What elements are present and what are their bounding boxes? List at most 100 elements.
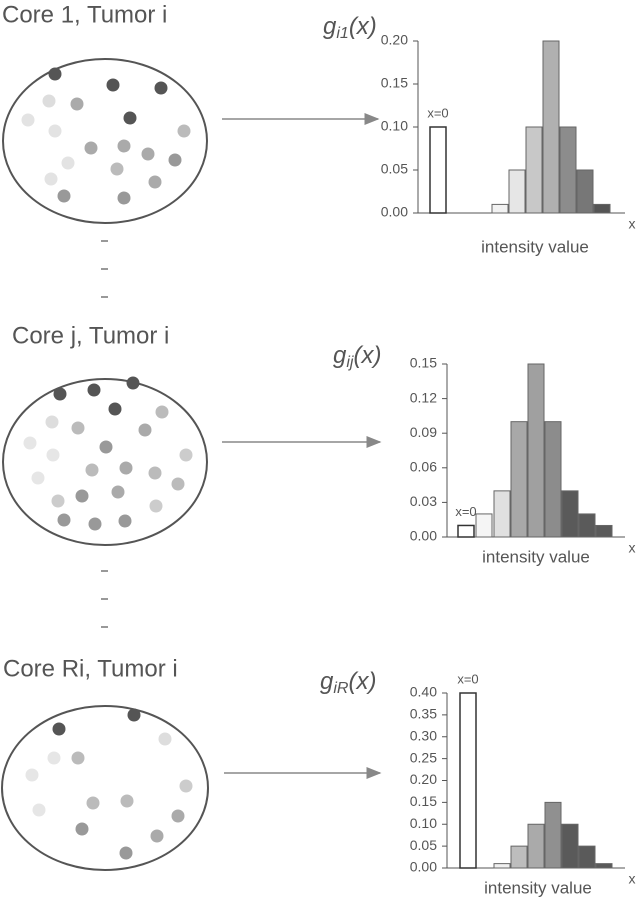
cell-dot: [57, 189, 71, 203]
cell-dot: [47, 751, 61, 765]
y-tick-label: 0.00: [381, 204, 408, 220]
bar: [595, 524, 613, 538]
cell-dot: [141, 147, 155, 161]
y-tick-label: 0.25: [410, 749, 437, 765]
cell-dot: [123, 111, 137, 125]
cell-dot: [84, 141, 98, 155]
bar: [510, 845, 528, 869]
bar: [578, 513, 596, 538]
x-axis-label: intensity value: [484, 878, 592, 897]
cell-dot: [179, 448, 193, 462]
cell-dot: [31, 471, 45, 485]
cell-dot: [48, 67, 62, 81]
x-axis-end-label: x: [629, 216, 636, 232]
cell-dot: [53, 387, 67, 401]
cell-dot: [150, 829, 164, 843]
bar: [493, 490, 511, 538]
bar: [429, 126, 447, 214]
cell-dot: [158, 732, 172, 746]
bar: [527, 363, 545, 538]
cell-dot: [148, 175, 162, 189]
cell-dot: [106, 78, 120, 92]
layout: [222, 113, 382, 779]
annotation: x=0: [427, 105, 448, 120]
y-tick-label: 0.10: [410, 815, 437, 831]
tissue-core: [2, 378, 208, 546]
function-sub: i1: [336, 25, 348, 42]
y-tick-label: 0.05: [381, 161, 408, 177]
cell-dot: [75, 822, 89, 836]
cell-dot: [120, 794, 134, 808]
cell-dot: [154, 81, 168, 95]
bar: [508, 169, 526, 214]
y-tick-label: 0.12: [410, 389, 437, 405]
y-tick-label: 0.06: [410, 459, 437, 475]
y-tick-label: 0.00: [410, 859, 437, 875]
y-tick-label: 0.20: [410, 771, 437, 787]
core-title: Core 1, Tumor i: [2, 1, 167, 28]
bar: [544, 801, 562, 869]
cell-dot: [99, 440, 113, 454]
bar: [544, 421, 562, 538]
bar: [561, 823, 579, 869]
cell-dot: [75, 489, 89, 503]
cell-dot: [108, 402, 122, 416]
cell-dot: [118, 514, 132, 528]
cell-dot: [110, 162, 124, 176]
function-base: g: [333, 342, 347, 369]
x-axis-label: intensity value: [482, 547, 590, 566]
cell-dot: [52, 722, 66, 736]
bar: [475, 513, 493, 538]
cell-dot: [119, 846, 133, 860]
y-tick-label: 0.00: [410, 528, 437, 544]
bar: [559, 126, 577, 214]
cell-dot: [57, 513, 71, 527]
cell-dot: [155, 405, 169, 419]
cell-dot: [119, 461, 133, 475]
x-axis-label: intensity value: [481, 237, 589, 256]
cell-dot: [25, 768, 39, 782]
cell-dot: [138, 423, 152, 437]
panel: Core 1, Tumor i gi1(x) 0.00 0.05 0.10 0.15 0.2…: [2, 1, 636, 256]
cell-dot: [86, 796, 100, 810]
function-sub: iR: [333, 680, 349, 697]
function-label: gij(x): [333, 342, 381, 371]
function-suffix: (x): [349, 13, 377, 40]
panel: Core Ri, Tumor i giR(x) 0.00 0.05 0.10 0.15 0.…: [1, 655, 636, 897]
cell-dot: [149, 499, 163, 513]
annotation: x=0: [457, 671, 478, 686]
bar: [578, 845, 596, 869]
function-sub: ij: [346, 354, 354, 371]
y-tick-label: 0.40: [410, 684, 437, 700]
cell-dot: [46, 448, 60, 462]
y-tick-label: 0.10: [381, 118, 408, 134]
cell-dot: [179, 779, 193, 793]
y-tick-label: 0.30: [410, 727, 437, 743]
core-title: Core j, Tumor i: [12, 322, 169, 349]
y-tick-label: 0.35: [410, 706, 437, 722]
y-tick-label: 0.09: [410, 424, 437, 440]
cell-dot: [70, 97, 84, 111]
cell-dot: [88, 517, 102, 531]
cell-dot: [148, 466, 162, 480]
function-base: g: [323, 13, 337, 40]
cell-dot: [117, 191, 131, 205]
y-tick-label: 0.15: [410, 793, 437, 809]
bar: [542, 40, 560, 214]
bar: [459, 692, 477, 869]
tissue-core: [1, 705, 209, 871]
panel: Core j, Tumor i gij(x) 0.00 0.03 0.06 0.09 0.1…: [2, 322, 636, 566]
cell-dot: [71, 751, 85, 765]
y-tick-label: 0.20: [381, 32, 408, 48]
cell-dot: [85, 463, 99, 477]
cell-dot: [23, 436, 37, 450]
cell-dot: [171, 477, 185, 491]
tissue-core: [2, 58, 208, 224]
cell-dot: [48, 124, 62, 138]
bar: [576, 169, 594, 214]
y-tick-label: 0.15: [410, 355, 437, 371]
function-suffix: (x): [353, 342, 381, 369]
x-axis-end-label: x: [629, 871, 636, 887]
bar: [457, 524, 475, 538]
